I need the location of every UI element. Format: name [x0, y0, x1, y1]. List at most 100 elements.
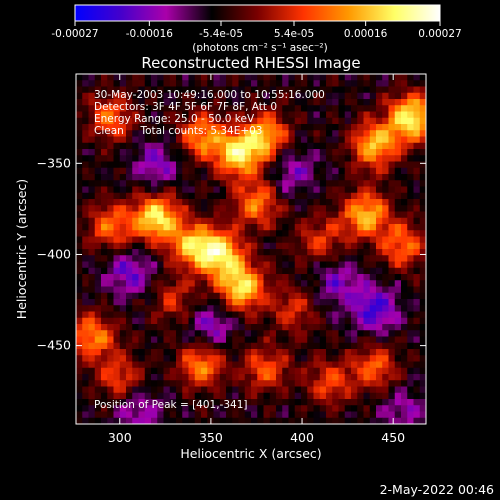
heatmap-cell [363, 267, 371, 275]
heatmap-cell [76, 336, 83, 344]
heatmap-cell [363, 311, 371, 319]
heatmap-cell [188, 136, 196, 144]
heatmap-cell [176, 149, 183, 156]
heatmap-cell [407, 199, 414, 206]
heatmap-cell [269, 199, 277, 206]
heatmap-cell [407, 186, 414, 194]
heatmap-cell [88, 305, 96, 312]
heatmap-cell [82, 317, 89, 325]
heatmap-cell [126, 361, 133, 369]
heatmap-cell [313, 330, 321, 337]
heatmap-cell [238, 386, 246, 394]
heatmap-cell [194, 211, 202, 219]
heatmap-cell [88, 80, 96, 87]
heatmap-cell [401, 217, 408, 225]
heatmap-cell [244, 374, 252, 381]
heatmap-cell [107, 342, 114, 350]
heatmap-cell [238, 236, 246, 244]
heatmap-cell [394, 236, 402, 244]
heatmap-cell [157, 374, 164, 381]
heatmap-cell [169, 386, 177, 394]
heatmap-cell [244, 330, 252, 337]
heatmap-cell [101, 286, 108, 294]
heatmap-cell [94, 367, 102, 375]
heatmap-cell [401, 92, 408, 100]
heatmap-cell [169, 317, 177, 325]
heatmap-cell [257, 224, 264, 231]
heatmap-cell [257, 92, 264, 100]
heatmap-cell [401, 405, 408, 412]
heatmap-cell [82, 155, 89, 162]
heatmap-cell [219, 317, 227, 325]
heatmap-cell [207, 130, 214, 137]
heatmap-cell [363, 142, 371, 150]
heatmap-cell [151, 274, 158, 281]
heatmap-cell [126, 311, 133, 319]
heatmap-cell [388, 217, 396, 225]
heatmap-cell [376, 280, 383, 287]
heatmap-cell [76, 161, 83, 169]
heatmap-cell [307, 105, 314, 112]
heatmap-cell [169, 174, 177, 181]
heatmap-cell [132, 167, 139, 175]
heatmap-cell [201, 361, 208, 369]
heatmap-cell [113, 386, 121, 394]
heatmap-cell [394, 305, 402, 312]
heatmap-cell [413, 324, 421, 331]
heatmap-cell [207, 167, 214, 175]
heatmap-cell [413, 367, 421, 375]
heatmap-cell [244, 249, 252, 256]
heatmap-cell [213, 330, 221, 337]
heatmap-cell [144, 130, 152, 137]
heatmap-cell [94, 317, 102, 325]
heatmap-cell [419, 317, 426, 325]
heatmap-cell [107, 349, 114, 356]
heatmap-cell [407, 367, 414, 375]
heatmap-cell [151, 399, 158, 406]
heatmap-cell [213, 299, 221, 306]
heatmap-cell [301, 374, 308, 381]
heatmap-cell [344, 149, 352, 156]
heatmap-cell [407, 230, 414, 237]
heatmap-cell [232, 311, 239, 319]
heatmap-cell [263, 99, 271, 106]
heatmap-cell [382, 349, 389, 356]
heatmap-cell [413, 336, 421, 344]
heatmap-cell [232, 105, 239, 112]
heatmap-cell [219, 167, 227, 175]
heatmap-cell [251, 261, 258, 269]
heatmap-cell [107, 105, 114, 112]
heatmap-cell [201, 317, 208, 325]
heatmap-cell [382, 105, 389, 112]
heatmap-cell [144, 186, 152, 194]
heatmap-cell [382, 180, 389, 187]
heatmap-cell [419, 267, 426, 275]
heatmap-cell [313, 180, 321, 187]
heatmap-cell [244, 142, 252, 150]
heatmap-cell [163, 267, 171, 275]
heatmap-cell [294, 305, 302, 312]
heatmap-cell [113, 99, 121, 106]
heatmap-cell [313, 99, 321, 106]
heatmap-cell [326, 330, 333, 337]
heatmap-cell [301, 324, 308, 331]
heatmap-cell [344, 349, 352, 356]
heatmap-cell [357, 205, 364, 212]
heatmap-cell [282, 374, 289, 381]
heatmap-cell [269, 249, 277, 256]
heatmap-cell [213, 274, 221, 281]
heatmap-cell [388, 267, 396, 275]
heatmap-cell [182, 274, 189, 281]
heatmap-cell [357, 374, 364, 381]
heatmap-cell [169, 405, 177, 412]
heatmap-cell [338, 374, 346, 381]
heatmap-cell [407, 330, 414, 337]
heatmap-cell [213, 324, 221, 331]
heatmap-cell [313, 186, 321, 194]
heatmap-cell [82, 399, 89, 406]
heatmap-cell [338, 280, 346, 287]
heatmap-cell [257, 255, 264, 262]
heatmap-cell [319, 267, 327, 275]
heatmap-cell [94, 155, 102, 162]
heatmap-cell [101, 74, 108, 81]
